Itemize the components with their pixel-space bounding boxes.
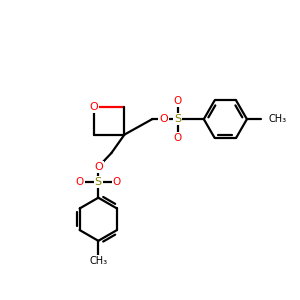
Text: O: O	[94, 162, 103, 172]
Text: O: O	[113, 177, 121, 187]
Text: O: O	[173, 133, 182, 142]
Text: O: O	[89, 102, 98, 112]
Text: O: O	[76, 177, 84, 187]
Text: CH₃: CH₃	[89, 256, 107, 266]
Text: S: S	[95, 177, 102, 187]
Text: S: S	[174, 114, 181, 124]
Text: CH₃: CH₃	[268, 114, 286, 124]
Text: O: O	[159, 114, 168, 124]
Text: O: O	[173, 96, 182, 106]
